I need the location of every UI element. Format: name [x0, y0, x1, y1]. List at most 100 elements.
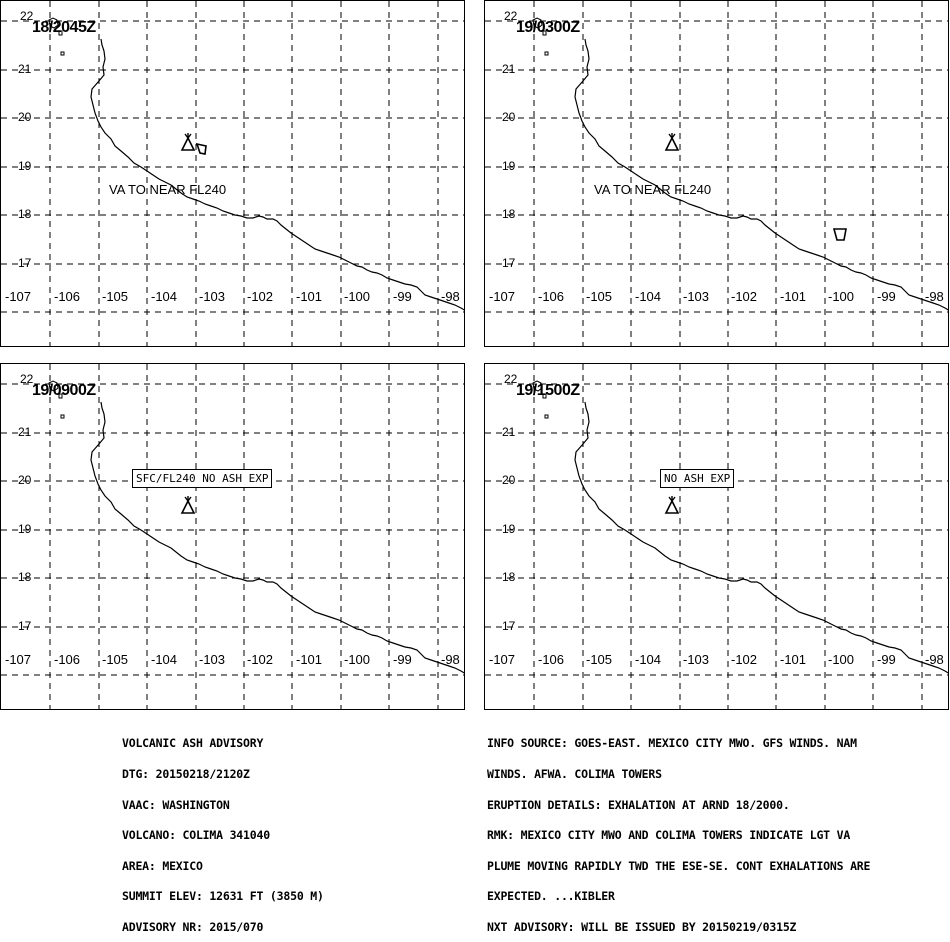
latitude-label: 22: [504, 9, 518, 23]
island-outline: [544, 414, 549, 419]
latitude-label: 20: [18, 110, 32, 124]
coastline: [90, 401, 464, 674]
advisory-line: AREA: MEXICO: [122, 858, 203, 873]
island-outline: [58, 393, 63, 399]
longitude-label: -100: [828, 289, 855, 304]
longitude-label: -100: [344, 289, 371, 304]
latitude-label: 18: [502, 207, 516, 221]
ash-forecast-box: NO ASH EXP: [660, 469, 735, 488]
longitude-label: -102: [247, 652, 274, 667]
latitude-label: 18: [18, 570, 32, 584]
valid-time-label: 19/0900Z: [32, 382, 96, 399]
advisory-line: VAAC: WASHINGTON: [122, 797, 230, 812]
coastline: [574, 401, 948, 674]
ash-cloud-polygon: [832, 228, 847, 241]
latitude-label: 19: [18, 159, 32, 173]
longitude-label: -107: [489, 289, 516, 304]
longitude-label: -103: [683, 289, 710, 304]
longitude-label: -107: [489, 652, 516, 667]
island-outline: [542, 30, 547, 36]
longitude-label: -105: [102, 289, 129, 304]
longitude-label: -100: [828, 652, 855, 667]
longitude-label: -107: [5, 652, 32, 667]
ash-altitude-label: VA TO NEAR FL240: [594, 182, 712, 197]
map-canvas: [485, 1, 948, 346]
longitude-label: -104: [151, 652, 178, 667]
advisory-line: PLUME MOVING RAPIDLY TWD THE ESE-SE. CON…: [487, 858, 871, 873]
longitude-label: -104: [151, 289, 178, 304]
advisory-line: INFO SOURCE: GOES-EAST. MEXICO CITY MWO.…: [487, 736, 857, 751]
advisory-line: EXPECTED. ...KIBLER: [487, 889, 615, 904]
latitude-label: 22: [20, 9, 34, 23]
advisory-line: WINDS. AFWA. COLIMA TOWERS: [487, 767, 662, 782]
island-outline: [48, 380, 59, 392]
advisory-line: SUMMIT ELEV: 12631 FT (3850 M): [122, 889, 324, 904]
longitude-label: -102: [731, 289, 758, 304]
ash-forecast-box: SFC/FL240 NO ASH EXP: [132, 469, 273, 488]
forecast-panel-18hr: 19/1500Z 22 21 20 19 18 17 -107 -106 -105 -104 -103…: [484, 363, 949, 710]
latitude-label: 22: [504, 372, 518, 386]
latitude-label: 18: [502, 570, 516, 584]
latitude-label: 19: [502, 522, 516, 536]
longitude-label: -103: [683, 652, 710, 667]
longitude-label: -102: [731, 652, 758, 667]
longitude-label: -101: [780, 289, 807, 304]
longitude-label: -106: [538, 652, 565, 667]
advisory-line: DTG: 20150218/2120Z: [122, 767, 250, 782]
ash-cloud-polygon: [195, 142, 207, 155]
volcano-icon: [180, 496, 196, 514]
longitude-label: -99: [877, 289, 896, 304]
latitude-label: 19: [18, 522, 32, 536]
map-canvas: [1, 364, 464, 709]
advisory-header-text: VOLCANIC ASH ADVISORY DTG: 20150218/2120…: [122, 718, 324, 942]
longitude-label: -104: [635, 652, 662, 667]
coastline: [574, 38, 948, 311]
longitude-label: -105: [102, 652, 129, 667]
longitude-label: -99: [393, 289, 412, 304]
latitude-label: 21: [502, 62, 516, 76]
island-outline: [544, 51, 549, 56]
longitude-label: -99: [393, 652, 412, 667]
advisory-line: VOLCANO: COLIMA 341040: [122, 828, 270, 843]
longitude-label: -99: [877, 652, 896, 667]
longitude-label: -102: [247, 289, 274, 304]
longitude-label: -101: [296, 652, 323, 667]
volcano-icon: [180, 133, 196, 151]
advisory-line: VOLCANIC ASH ADVISORY: [122, 736, 264, 751]
latitude-label: 21: [18, 425, 32, 439]
map-canvas: [485, 364, 948, 709]
advisory-line: ADVISORY NR: 2015/070: [122, 920, 264, 935]
forecast-panel-12hr: 19/0900Z 22 21 20 19 18 17 -107 -106 -105 -104 -103…: [0, 363, 465, 710]
longitude-label: -98: [925, 652, 944, 667]
longitude-label: -105: [586, 289, 613, 304]
island-outline: [60, 51, 65, 56]
longitude-label: -106: [538, 289, 565, 304]
latitude-label: 19: [502, 159, 516, 173]
volcano-icon: [664, 133, 680, 151]
island-outline: [542, 393, 547, 399]
island-outline: [48, 17, 59, 29]
advisory-details-text: INFO SOURCE: GOES-EAST. MEXICO CITY MWO.…: [487, 718, 870, 942]
forecast-panel-6hr: 19/0300Z 22 21 20 19 18 17 -107 -106 -105 -104 -103…: [484, 0, 949, 347]
longitude-label: -98: [441, 289, 460, 304]
longitude-label: -103: [199, 652, 226, 667]
ash-altitude-label: VA TO NEAR FL240: [109, 182, 227, 197]
advisory-line: NXT ADVISORY: WILL BE ISSUED BY 20150219…: [487, 920, 797, 935]
latitude-label: 20: [18, 473, 32, 487]
longitude-label: -106: [54, 652, 81, 667]
island-outline: [532, 380, 543, 392]
latitude-label: 17: [18, 619, 32, 633]
coastline: [90, 38, 464, 311]
longitude-label: -103: [199, 289, 226, 304]
latitude-label: 20: [502, 110, 516, 124]
map-canvas: [1, 1, 464, 346]
forecast-panel-analysis: 18/2045Z 22 21 20 19 18 17 -107 -106 -105 -104 -103…: [0, 0, 465, 347]
volcano-icon: [664, 496, 680, 514]
island-outline: [58, 30, 63, 36]
latitude-label: 17: [18, 256, 32, 270]
latitude-label: 17: [502, 619, 516, 633]
longitude-label: -105: [586, 652, 613, 667]
longitude-label: -98: [441, 652, 460, 667]
latitude-label: 22: [20, 372, 34, 386]
longitude-label: -98: [925, 289, 944, 304]
